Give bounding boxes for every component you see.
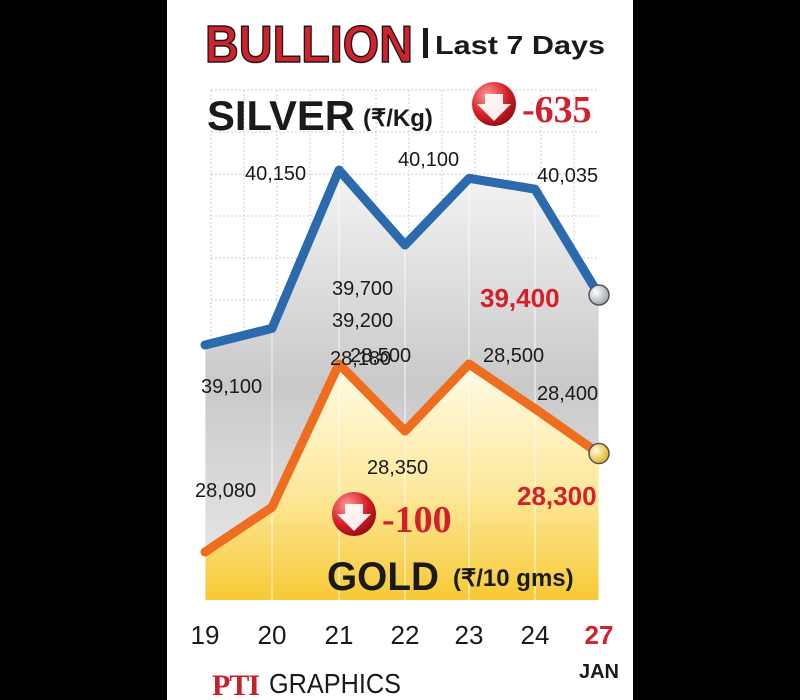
- silver-data-label: 40,150: [245, 163, 306, 185]
- x-axis: 19 20 21 22 23 24 27 JAN: [191, 620, 619, 683]
- gold-data-label: 28,300: [517, 481, 597, 511]
- gold-data-label: 28,180: [330, 348, 391, 370]
- gold-unit: (₹/10 gms): [453, 565, 574, 592]
- silver-data-label: 40,035: [537, 165, 598, 187]
- x-month-label: JAN: [579, 661, 619, 683]
- x-tick-label: 19: [191, 620, 220, 650]
- gold-data-label: 28,500: [350, 345, 411, 367]
- gold-line: [200, 359, 604, 557]
- x-tick-label: 20: [258, 620, 287, 650]
- silver-end-point: [588, 284, 610, 306]
- silver-data-label: 39,400: [480, 283, 560, 313]
- gold-title: GOLD: [327, 555, 439, 599]
- gold-data-label: 28,500: [483, 345, 544, 367]
- credit-label: GRAPHICS: [269, 668, 401, 699]
- silver-data-label: 39,200: [332, 310, 393, 332]
- x-tick-label: 24: [521, 620, 550, 650]
- silver-title: SILVER: [207, 92, 355, 139]
- silver-line: [200, 165, 604, 350]
- silver-data-label: 39,100: [201, 376, 262, 398]
- silver-change-down-icon: [472, 82, 516, 126]
- title-divider: [423, 28, 428, 58]
- subtitle: Last 7 Days: [435, 30, 605, 60]
- pti-logo-text: PTI: [212, 669, 259, 700]
- bullion-graphic-card: BULLION Last 7 Days SILVER (₹/Kg) -635 3…: [167, 0, 633, 700]
- gold-area-fill: [205, 364, 599, 600]
- gold-data-label: 28,350: [367, 457, 428, 479]
- x-tick-label: 27: [585, 620, 614, 650]
- silver-data-label: 40,100: [398, 149, 459, 171]
- silver-series: 39,100 39,200 40,150 39,700 40,100 40,035 39,4…: [200, 149, 610, 398]
- title: BULLION: [205, 16, 413, 74]
- x-tick-label: 21: [325, 620, 354, 650]
- bullion-chart: BULLION Last 7 Days SILVER (₹/Kg) -635 3…: [191, 15, 619, 700]
- gold-data-label: 28,080: [195, 480, 256, 502]
- silver-change: -635: [522, 89, 592, 131]
- silver-unit: (₹/Kg): [363, 105, 433, 132]
- gold-series: 28,08028,18028,50028,35028,50028,40028,3…: [195, 345, 610, 557]
- silver-data-label: 39,700: [332, 278, 393, 300]
- x-tick-label: 23: [455, 620, 484, 650]
- x-tick-label: 22: [391, 620, 420, 650]
- gold-data-label: 28,400: [537, 383, 598, 405]
- gold-change-down-icon: [332, 492, 376, 536]
- gold-change: -100: [382, 499, 452, 541]
- gold-end-point: [588, 442, 610, 465]
- pti-logo: PTI: [212, 669, 260, 700]
